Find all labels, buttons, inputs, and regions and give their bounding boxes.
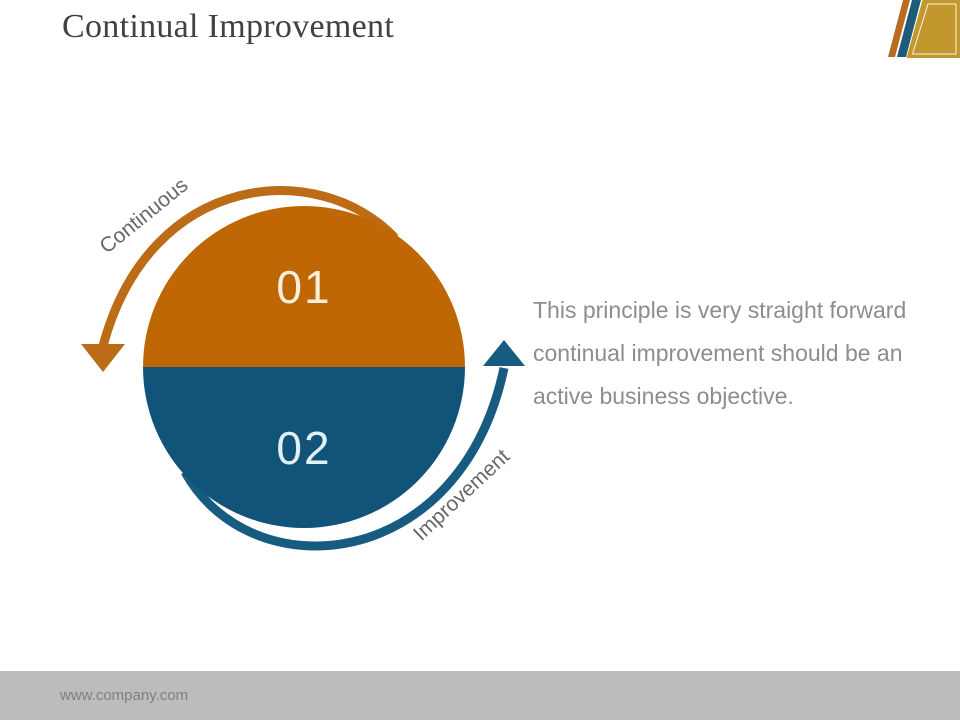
continuous-arrow-head xyxy=(81,344,125,372)
description-line: This principle is very straight forward xyxy=(533,297,907,323)
corner-ornament xyxy=(888,0,960,58)
corner-blue-stripe xyxy=(897,0,921,57)
corner-gold-shape xyxy=(906,0,960,58)
step-01-number: 01 xyxy=(276,261,331,313)
continuous-arrow-arc xyxy=(98,186,399,348)
improvement-cycle-diagram: 01 02 Continuous Improvement xyxy=(81,174,525,551)
description-line: continual improvement should be an xyxy=(533,340,903,366)
corner-orange-stripe xyxy=(888,0,910,57)
continuous-arc-label: Continuous xyxy=(95,174,192,259)
step-02-half-circle xyxy=(143,367,465,528)
description-paragraph: This principle is very straight forward … xyxy=(533,289,906,418)
description-line: active business objective. xyxy=(533,383,794,409)
corner-gold-inset-outline xyxy=(911,3,957,55)
step-01-half-circle xyxy=(143,206,465,367)
step-02-number: 02 xyxy=(276,422,331,474)
footer-website-url: www.company.com xyxy=(60,687,189,704)
improvement-arrow-head xyxy=(483,340,525,366)
slide-title: Continual Improvement xyxy=(62,8,395,45)
footer-bar: www.company.com xyxy=(0,671,960,720)
improvement-arrow-arc xyxy=(181,367,509,551)
